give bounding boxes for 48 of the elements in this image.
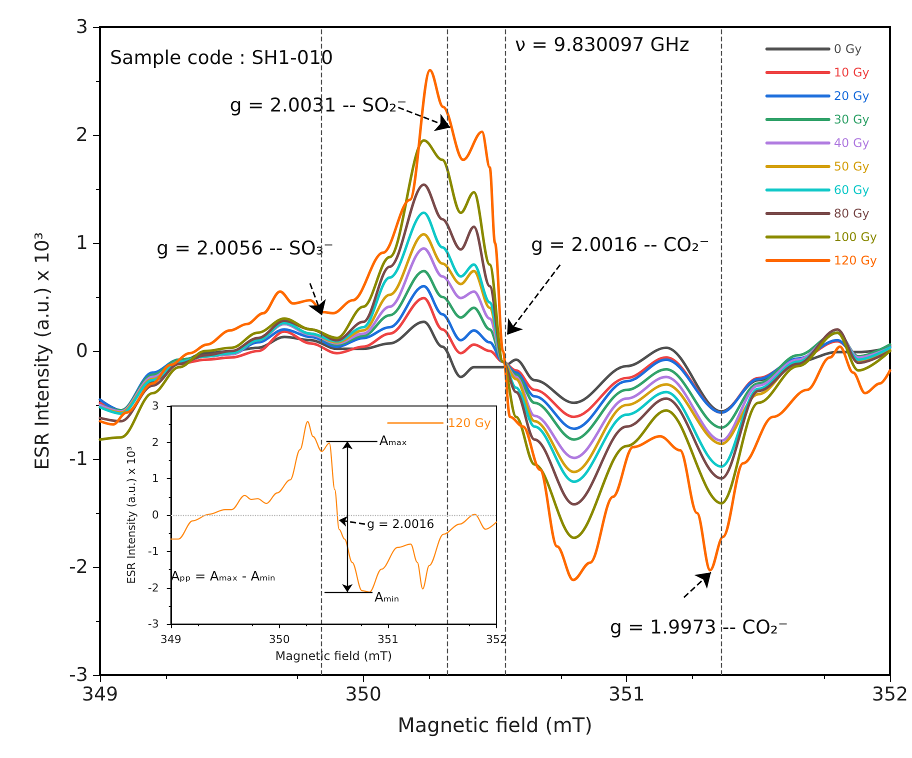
annotation: g = 2.0016 -- CO₂⁻: [531, 234, 710, 256]
annotation: Aₚₚ = Aₘₐₓ - Aₘᵢₙ: [170, 570, 276, 584]
x-tick-label: 351: [608, 684, 645, 706]
y-tick-label: 3: [152, 400, 159, 412]
x-tick-label: 350: [268, 633, 290, 646]
y-axis-title: ESR Intensity (a.u.) x 10³: [125, 446, 138, 584]
text: 80 Gy: [834, 206, 870, 220]
y-tick-label: -3: [69, 664, 88, 686]
y-tick-label: -2: [69, 556, 88, 578]
text: 10 Gy: [834, 66, 870, 80]
text: 40 Gy: [834, 136, 870, 150]
annotation: g = 2.0031 -- SO₂⁻: [230, 94, 407, 116]
y-tick-label: 0: [76, 340, 88, 362]
annotation: Aₘᵢₙ: [374, 590, 400, 606]
text: 0 Gy: [834, 42, 862, 56]
y-tick-label: 2: [152, 436, 159, 449]
text: 100 Gy: [834, 230, 878, 244]
text: 60 Gy: [834, 183, 870, 197]
x-tick-label: 351: [377, 633, 398, 646]
y-axis-title: ESR Intensity (a.u.) x 10³: [32, 232, 54, 470]
x-axis-title: Magnetic field (mT): [275, 649, 392, 663]
x-axis-title: Magnetic field (mT): [398, 713, 592, 737]
annotation: g = 1.9973 -- CO₂⁻: [610, 616, 788, 638]
line-series: [98, 68, 892, 582]
annotation: g = 2.0016: [366, 517, 434, 532]
annotation: Aₘₐₓ: [379, 434, 408, 449]
text: 120 Gy: [834, 254, 878, 268]
y-tick-label: 3: [76, 16, 88, 38]
y-tick-label: 1: [76, 232, 88, 254]
y-tick-label: -1: [148, 544, 159, 558]
y-tick-label: -2: [148, 581, 159, 594]
x-tick-label: 352: [872, 684, 908, 706]
y-tick-label: -1: [69, 448, 88, 470]
annotation: g = 2.0056 -- SO₃⁻: [156, 237, 334, 260]
x-tick-label: 350: [345, 684, 382, 706]
legend-label: 120 Gy: [448, 416, 492, 430]
y-tick-label: -3: [148, 618, 159, 631]
x-tick-label: 349: [82, 684, 118, 706]
text: 20 Gy: [834, 89, 870, 103]
y-tick-label: 0: [152, 508, 159, 522]
x-tick-label: 352: [486, 633, 507, 646]
text: 30 Gy: [834, 112, 870, 126]
y-tick-label: 2: [76, 124, 88, 146]
y-tick-label: 1: [152, 472, 159, 486]
annotation: Sample code : SH1-010: [110, 47, 334, 69]
text: 50 Gy: [834, 160, 870, 174]
x-tick-label: 349: [160, 633, 182, 646]
annotation: ν = 9.830097 GHz: [515, 34, 690, 56]
